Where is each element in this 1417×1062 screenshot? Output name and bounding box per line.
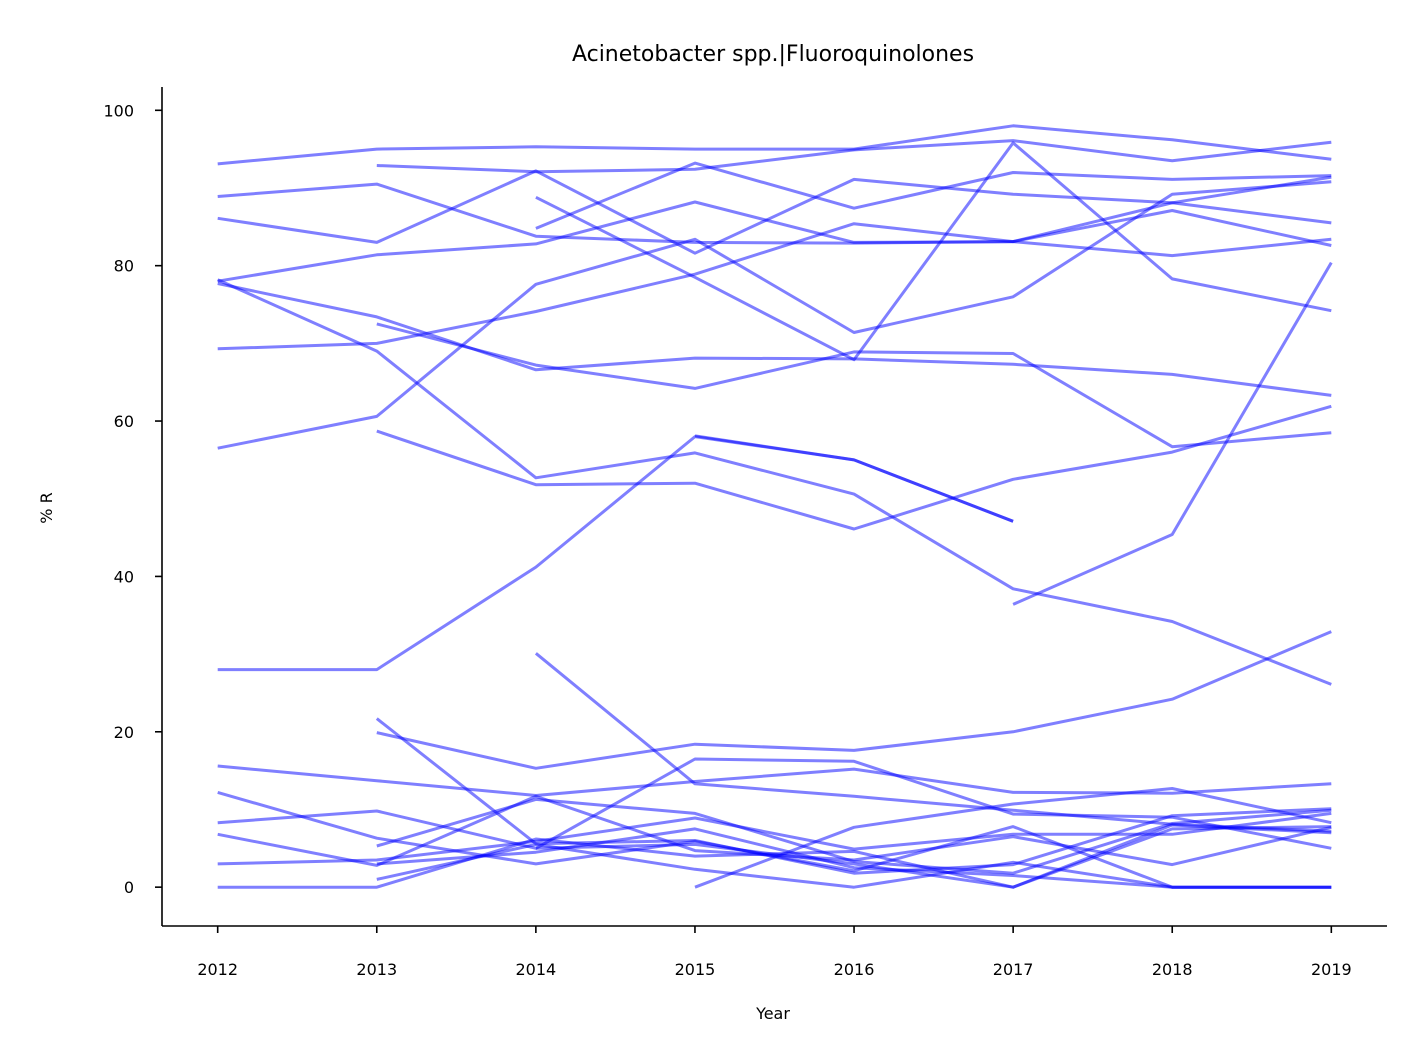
series-line-18 bbox=[217, 764, 1332, 797]
series-line-11 bbox=[217, 180, 1332, 450]
x-axis: 2012 2013 2014 2015 2016 2017 2018 2019 bbox=[162, 925, 1387, 979]
series-line-12 bbox=[217, 278, 1332, 686]
y-tick-label: 0 bbox=[124, 878, 134, 897]
y-axis-label: % R bbox=[37, 492, 56, 523]
series-line-13 bbox=[376, 404, 1332, 531]
series-line-8 bbox=[217, 282, 1332, 397]
x-tick-label: 2016 bbox=[834, 960, 875, 979]
y-tick-label: 80 bbox=[114, 257, 134, 276]
x-tick-label: 2017 bbox=[993, 960, 1034, 979]
series-line-14 bbox=[694, 434, 1014, 523]
x-tick-label: 2018 bbox=[1152, 960, 1193, 979]
series-line-10 bbox=[376, 322, 1332, 449]
series-line-17 bbox=[376, 630, 1332, 770]
series-line-2 bbox=[376, 139, 1332, 174]
x-tick-label: 2013 bbox=[356, 960, 397, 979]
x-tick-label: 2015 bbox=[675, 960, 716, 979]
x-tick-label: 2019 bbox=[1311, 960, 1352, 979]
x-tick-label: 2014 bbox=[516, 960, 557, 979]
y-tick-label: 20 bbox=[114, 723, 134, 742]
series-line-20 bbox=[217, 790, 1332, 889]
y-axis: 0 20 40 60 80 100 bbox=[103, 87, 163, 926]
series-line-21 bbox=[217, 757, 1332, 850]
series-line-16 bbox=[217, 435, 1014, 672]
y-tick-label: 40 bbox=[114, 567, 134, 586]
series-line-5 bbox=[535, 161, 1332, 230]
series-line-28 bbox=[694, 787, 1332, 889]
series-line-15 bbox=[1012, 261, 1333, 606]
y-tick-label: 100 bbox=[103, 101, 134, 120]
series-lines bbox=[217, 124, 1333, 889]
y-tick-label: 60 bbox=[114, 412, 134, 431]
x-axis-label: Year bbox=[755, 1004, 790, 1023]
series-line-3 bbox=[217, 175, 1332, 245]
series-line-30 bbox=[376, 827, 1332, 889]
series-line-1 bbox=[217, 124, 1332, 166]
series-line-9 bbox=[217, 222, 1332, 351]
x-tick-label: 2012 bbox=[197, 960, 238, 979]
chart-title: Acinetobacter spp.|Fluoroquinolones bbox=[572, 42, 974, 67]
series-line-4 bbox=[217, 169, 1332, 255]
series-line-29 bbox=[535, 823, 1332, 889]
series-line-7 bbox=[217, 200, 1332, 283]
series-line-6 bbox=[535, 141, 1332, 362]
